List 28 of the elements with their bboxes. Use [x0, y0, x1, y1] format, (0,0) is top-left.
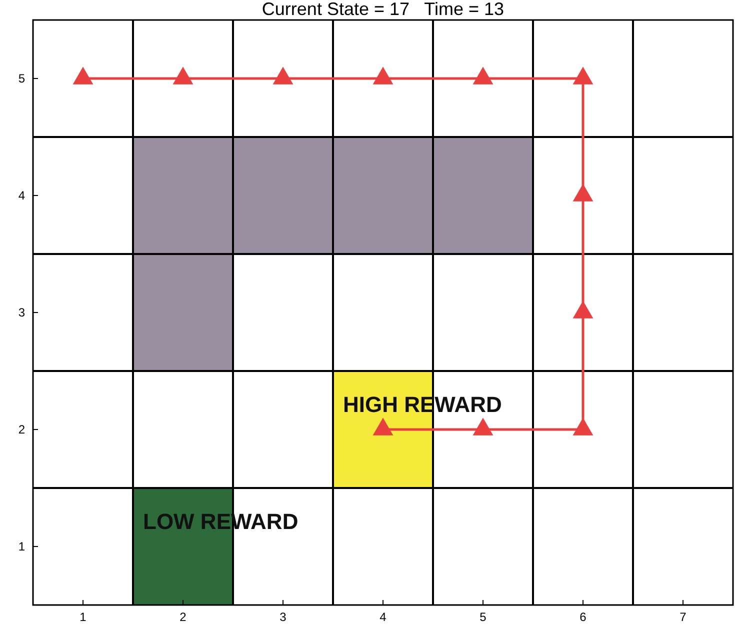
bar — [433, 137, 533, 254]
x-tick-label: 1 — [80, 610, 87, 624]
point — [572, 66, 594, 84]
x-tick-label: 6 — [580, 610, 587, 624]
point — [472, 66, 494, 84]
x-tick-label: 5 — [480, 610, 487, 624]
point — [572, 300, 594, 318]
x-tick-label: 2 — [180, 610, 187, 624]
x-tick-label: 3 — [280, 610, 287, 624]
y-tick-label: 4 — [18, 188, 26, 202]
point — [72, 66, 94, 84]
y-tick-label: 5 — [18, 72, 26, 86]
y-tick-label: 3 — [18, 306, 26, 320]
x-tick-label: 4 — [380, 610, 387, 624]
point — [272, 66, 294, 84]
x-tick-label: 7 — [680, 610, 687, 624]
bar — [133, 137, 233, 371]
bar — [233, 137, 333, 254]
chart-title: Current State = 17 Time = 13 — [262, 0, 504, 19]
point — [572, 184, 594, 202]
point — [372, 418, 394, 436]
point — [572, 418, 594, 436]
bar — [333, 137, 433, 254]
y-tick-label: 1 — [18, 540, 26, 554]
point — [472, 418, 494, 436]
y-tick-label: 2 — [18, 422, 26, 436]
point — [372, 66, 394, 84]
point — [172, 66, 194, 84]
